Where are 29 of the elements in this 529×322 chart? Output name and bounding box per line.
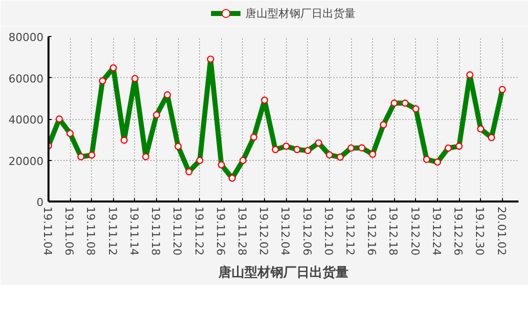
x-tick-label: 19.12.10 <box>322 206 335 256</box>
x-tick-label: 19.11.28 <box>235 206 248 256</box>
x-tick-label: 19.11.26 <box>214 206 227 256</box>
x-tick-label: 19.12.20 <box>408 206 422 256</box>
y-tick-label: 80000 <box>8 31 44 44</box>
x-tick-label: 19.11.08 <box>84 206 98 256</box>
x-tick-label: 19.12.26 <box>452 206 465 256</box>
x-tick-label: 19.12.18 <box>386 206 400 256</box>
x-tick-label: 19.12.16 <box>365 206 378 256</box>
x-tick-label: 19.11.20 <box>170 206 184 256</box>
x-tick-label: 19.12.06 <box>300 206 314 256</box>
x-tick-label: 19.12.12 <box>344 206 357 256</box>
x-tick-label: 19.11.22 <box>192 206 206 256</box>
y-tick-label: 0 <box>36 196 44 209</box>
x-tick-label: 19.11.06 <box>62 206 76 256</box>
legend-label: 唐山型材钢厂日出货量 <box>246 6 356 20</box>
x-tick-label: 19.12.30 <box>473 206 486 256</box>
x-tick-label: 19.11.18 <box>149 206 162 256</box>
x-tick-label: 19.11.04 <box>41 206 54 256</box>
text: 唐山型材钢厂日出货量 <box>218 264 348 280</box>
y-tick-label: 20000 <box>8 154 44 168</box>
y-tick-label: 60000 <box>8 72 44 86</box>
x-tick-label: 19.11.12 <box>106 206 119 256</box>
x-tick-label: 19.11.14 <box>127 206 140 256</box>
x-tick-label: 19.12.24 <box>430 206 443 256</box>
x-tick-label: 19.12.04 <box>278 206 292 256</box>
x-tick-label: 19.12.02 <box>257 206 270 256</box>
y-tick-label: 40000 <box>8 114 44 126</box>
x-tick-label: 20.01.02 <box>494 206 508 256</box>
